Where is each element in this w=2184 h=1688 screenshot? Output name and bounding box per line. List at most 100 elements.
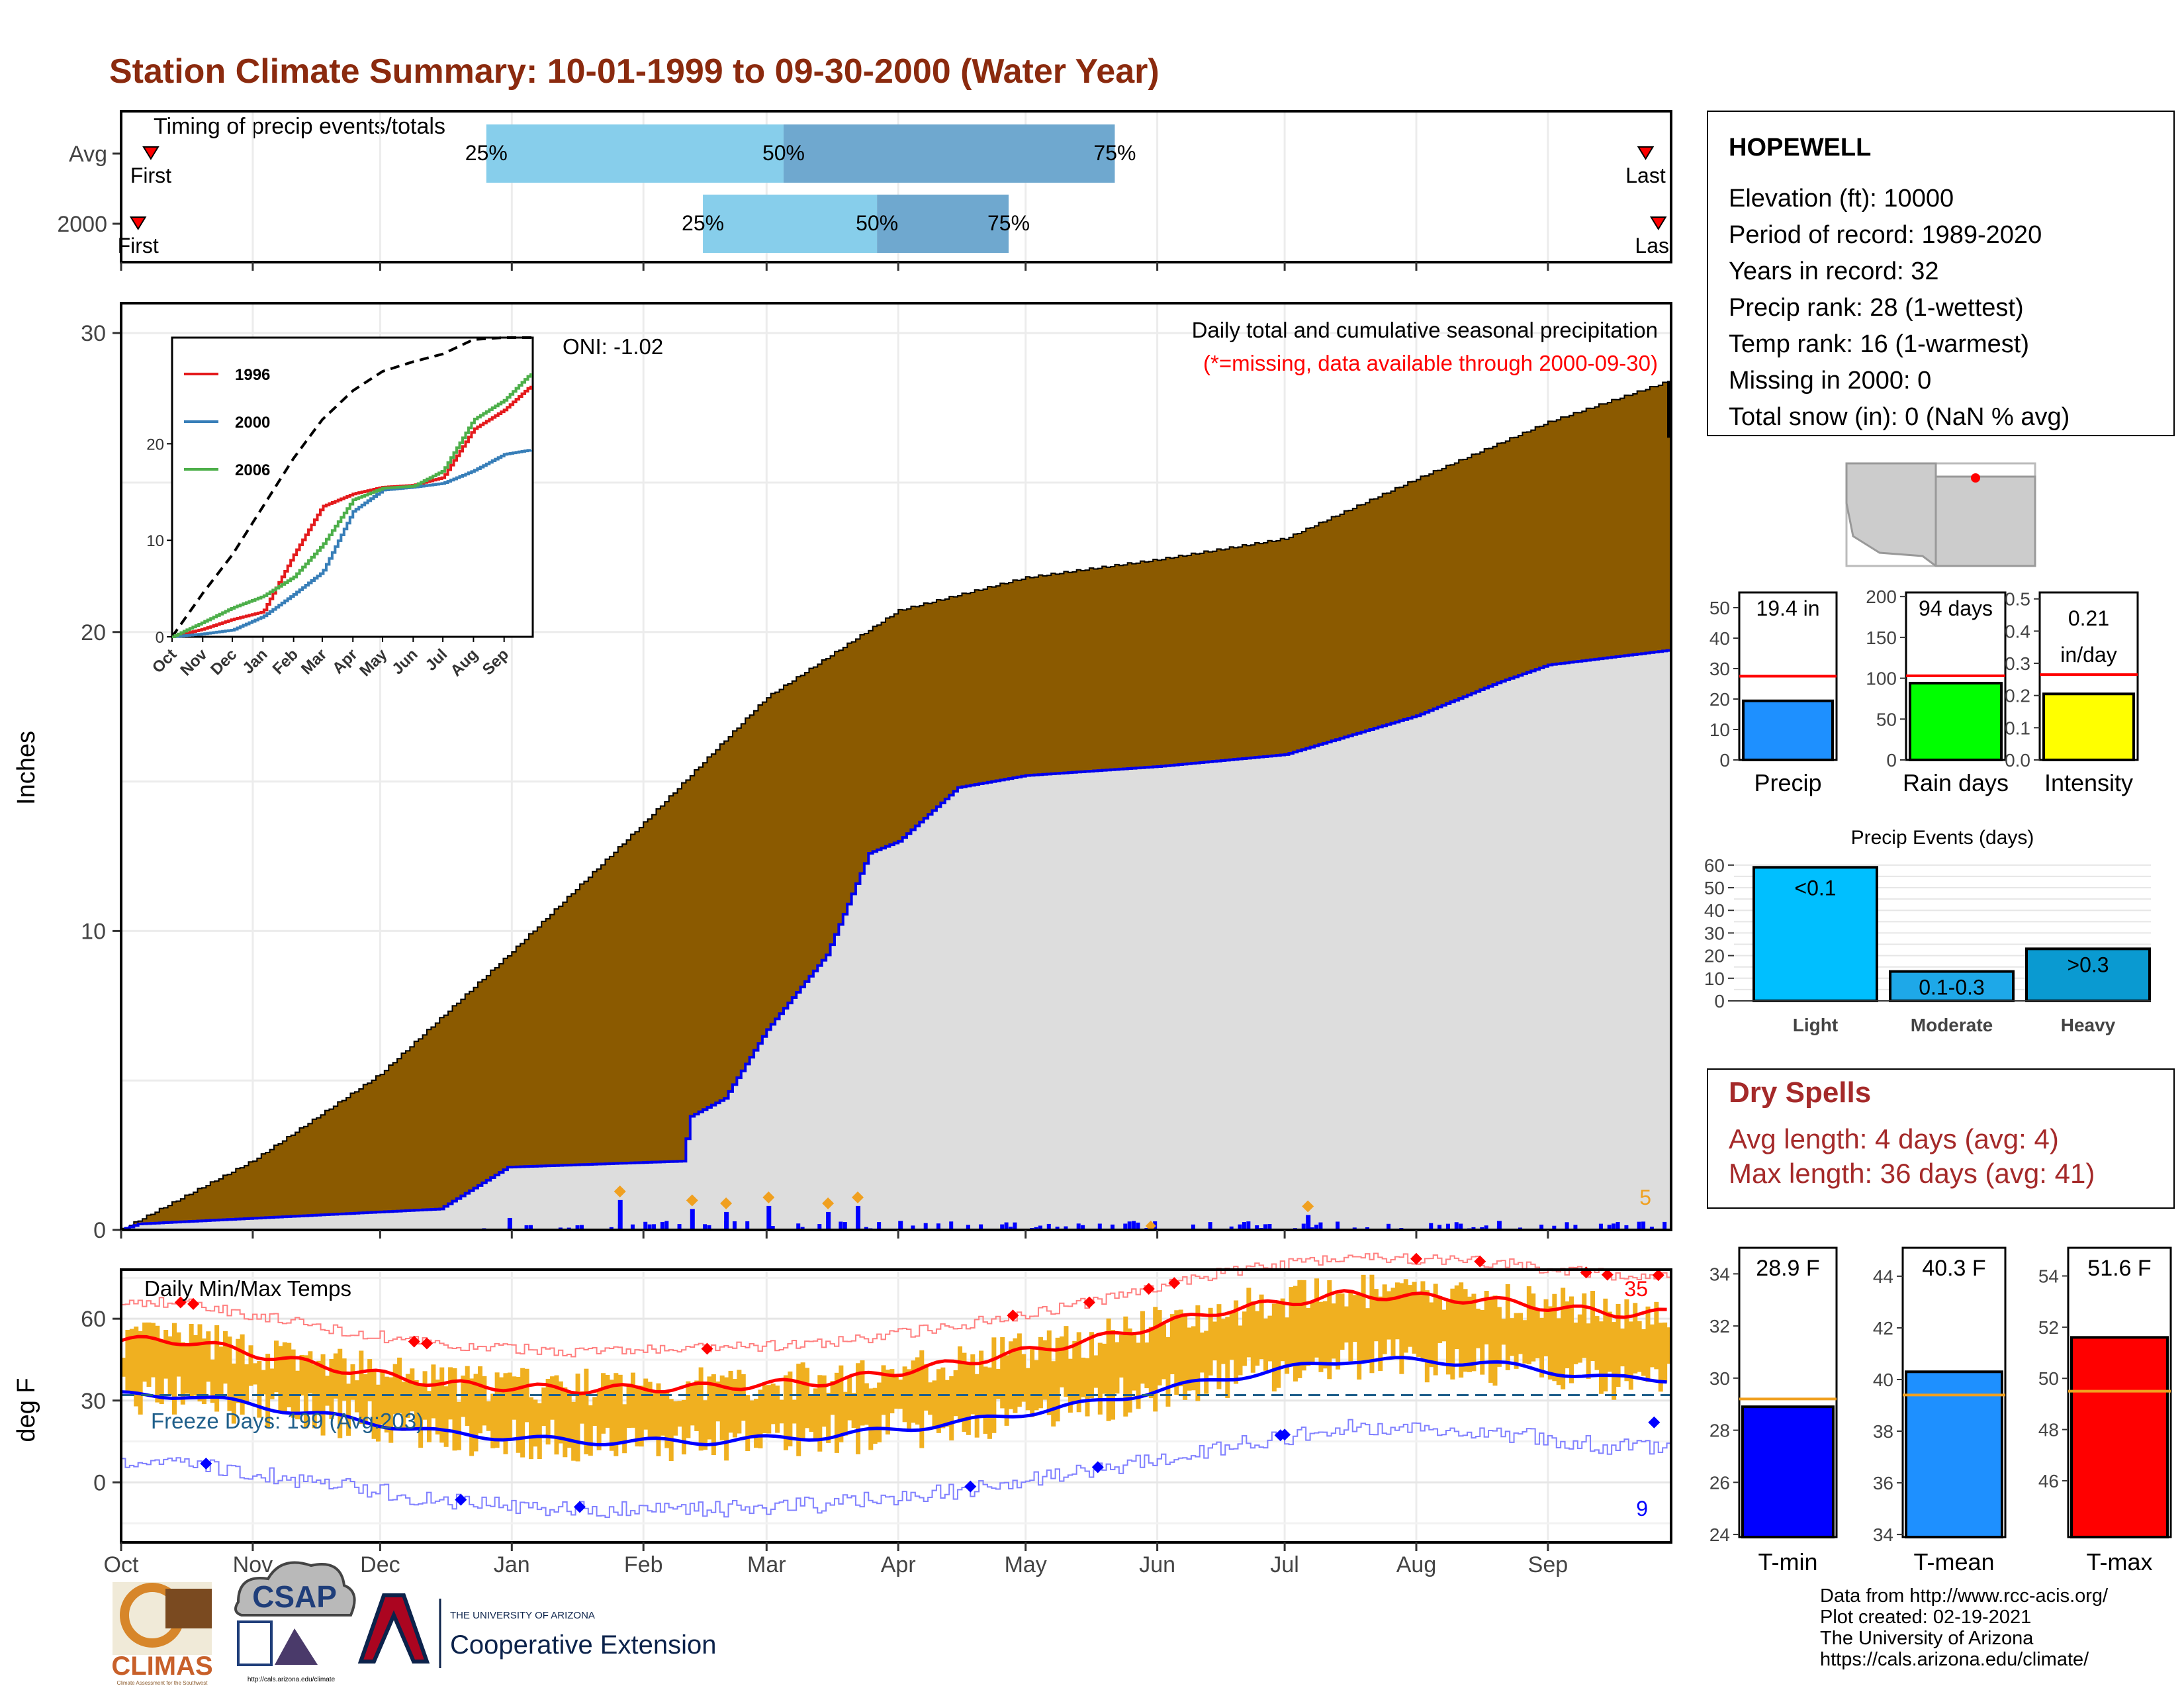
daily-temp-bar (686, 1381, 691, 1438)
daily-temp-bar (1106, 1318, 1111, 1421)
daily-temp-bar (1408, 1285, 1413, 1347)
daily-temp-bar (596, 1389, 602, 1450)
event-category-label: Moderate (1911, 1015, 1993, 1035)
event-bar-label: <0.1 (1794, 876, 1836, 900)
daily-temp-bar (380, 1370, 385, 1425)
daily-temp-bar (694, 1380, 700, 1431)
daily-temp-bar (1004, 1355, 1009, 1426)
daily-temp-bar (1565, 1301, 1570, 1369)
y-tick-label: 42 (1873, 1318, 1893, 1338)
daily-temp-bar (1577, 1314, 1582, 1363)
daily-temp-bar (171, 1323, 177, 1415)
daily-temp-bar (1501, 1319, 1506, 1345)
quartile-bar-25-50 (703, 195, 878, 253)
daily-temp-bar (1097, 1342, 1103, 1415)
daily-precip-bar (609, 1227, 614, 1230)
record-high-marker (701, 1342, 713, 1355)
summary-value-bar (1909, 681, 2003, 761)
daily-temp-bar (384, 1376, 389, 1432)
inset-x-tick-label: Dec (207, 645, 240, 679)
inset-y-tick-label: 0 (156, 629, 164, 647)
daily-temp-bar (159, 1341, 164, 1405)
daily-temp-bar (719, 1375, 725, 1440)
daily-temp-bar (287, 1342, 292, 1407)
daily-temp-bar (1340, 1293, 1345, 1350)
daily-temp-bar (401, 1382, 406, 1431)
record-low-marker (573, 1501, 586, 1513)
daily-temp-bar (1594, 1316, 1600, 1370)
daily-precip-bar (817, 1224, 822, 1230)
daily-temp-bar (473, 1374, 478, 1452)
daily-temp-bar (647, 1382, 653, 1440)
inset-x-tick-label: Jun (388, 645, 421, 678)
inset-x-tick-label: Sep (479, 645, 512, 679)
daily-temp-bar (452, 1368, 457, 1451)
temp-panel: 0 30 60 Daily Min/Max Temps Freeze Days: 1… (13, 262, 1672, 1577)
daily-precip-bar (677, 1224, 682, 1230)
y-tick-label: 34 (1873, 1524, 1893, 1545)
first-label: First (118, 234, 159, 258)
daily-temp-bar (584, 1368, 589, 1454)
daily-temp-bar (499, 1377, 504, 1441)
daily-precip-bar (1598, 1223, 1603, 1230)
y-tick-label: 20 (81, 620, 106, 645)
daily-temp-bar (893, 1376, 899, 1409)
daily-temp-bar (1034, 1360, 1039, 1411)
event-bar-label: >0.3 (2067, 953, 2109, 976)
daily-precip-bar (1306, 1215, 1311, 1230)
daily-temp-bar (1433, 1284, 1438, 1376)
y-tick-label: 0 (1714, 991, 1725, 1011)
daily-temp-bar (138, 1331, 143, 1415)
summary-bar-label: Precip (1754, 769, 1821, 796)
daily-temp-bar (486, 1401, 491, 1431)
daily-temp-bar (826, 1392, 831, 1443)
summary-bar-intensity: 0.0 0.1 0.2 0.3 0.4 0.5 0.21 in/day Intensity (2005, 589, 2139, 796)
daily-precip-bar (664, 1221, 669, 1230)
y-tick-label: 40 (1709, 628, 1730, 649)
daily-precip-bar (1136, 1222, 1140, 1230)
daily-temp-bar (1467, 1296, 1473, 1372)
daily-precip-bar (936, 1223, 940, 1230)
month-label: Nov (233, 1552, 273, 1577)
timing-title: Timing of precip events/totals (154, 114, 445, 139)
daily-temp-bar (210, 1359, 215, 1403)
daily-temp-bar (864, 1383, 869, 1425)
daily-temp-bar (1000, 1337, 1005, 1409)
daily-precip-bar (1013, 1222, 1017, 1230)
daily-temp-bar (821, 1375, 827, 1427)
daily-temp-bar (1169, 1314, 1175, 1375)
daily-temp-bar (563, 1387, 568, 1458)
daily-temp-bar (923, 1364, 929, 1411)
daily-temp-bar (528, 1397, 533, 1460)
credit-line: Data from http://www.rcc-acis.org/ (1820, 1585, 2109, 1607)
daily-temp-bar (842, 1391, 848, 1436)
daily-temp-bar (1612, 1322, 1617, 1400)
summary-value-label: 19.4 in (1756, 596, 1819, 620)
daily-temp-bar (252, 1363, 257, 1385)
dry-spells-title: Dry Spells (1729, 1076, 1871, 1109)
event-bar (1889, 970, 2015, 1002)
daily-precip-bar (1539, 1225, 1544, 1230)
first-marker (129, 216, 147, 230)
q75-label: 75% (987, 211, 1030, 235)
daily-precip-bar (1000, 1224, 1005, 1230)
daily-temp-bar (1089, 1332, 1094, 1399)
station-info-line: Total snow (in): 0 (NaN % avg) (1729, 403, 2070, 431)
daily-precip-bar (1429, 1223, 1433, 1230)
daily-temp-bar (1140, 1311, 1145, 1384)
daily-temp-bar (477, 1366, 482, 1434)
dry-spells-box: Dry Spells Avg length: 4 days (avg: 4) M… (1707, 1068, 2175, 1209)
daily-temp-bar (1030, 1349, 1035, 1417)
daily-temp-bar (1068, 1358, 1073, 1413)
daily-precip-bar (652, 1224, 657, 1230)
daily-precip-bar (1641, 1221, 1646, 1230)
daily-temp-bar (1055, 1337, 1060, 1422)
y-tick-label: 50 (1876, 709, 1897, 729)
record-low-marker (1274, 1429, 1287, 1442)
daily-temp-bar (1390, 1288, 1396, 1356)
daily-precip-bar (1127, 1221, 1132, 1230)
daily-temp-bar (974, 1374, 979, 1438)
daily-temp-bar (524, 1368, 529, 1423)
